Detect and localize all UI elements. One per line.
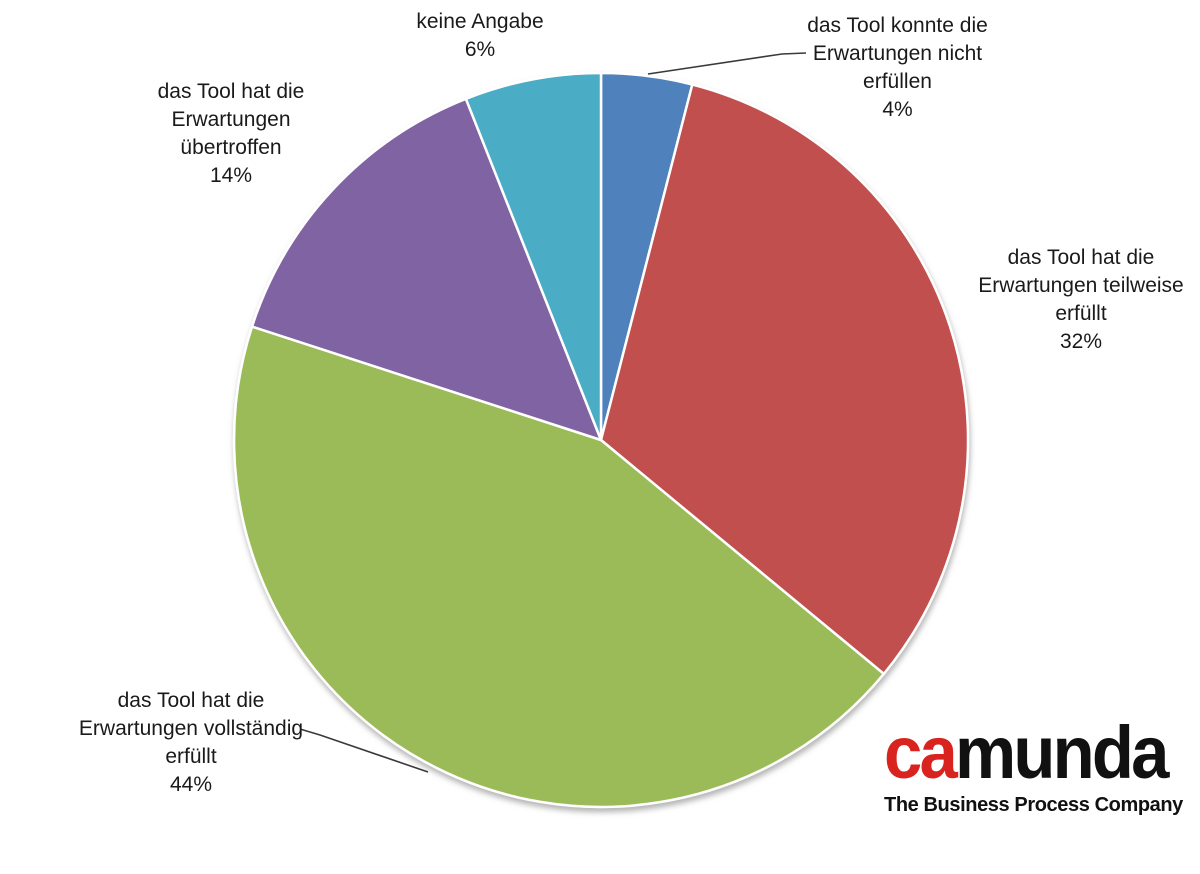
pie-slice-3: [250, 97, 603, 442]
slice-label-line: erfüllen: [863, 70, 932, 93]
camunda-logo: camunda The Business Process Company: [884, 716, 1183, 817]
pie-chart: [232, 71, 970, 809]
slice-label-line: das Tool hat die: [1007, 246, 1155, 269]
pie-slice-2: [232, 325, 886, 809]
slice-label-keine-angabe: keine Angabe 6%: [385, 8, 575, 64]
slice-label-line: Erwartungen teilweise: [978, 274, 1184, 297]
leader-line-nicht-erfuellt: [647, 52, 807, 75]
slice-label-vollstaendig-erfuellt: das Tool hat die Erwartungen vollständig…: [64, 687, 318, 799]
slice-label-line: das Tool konnte die: [807, 14, 988, 37]
camunda-tagline: The Business Process Company: [884, 794, 1183, 816]
slice-label-line: Erwartungen nicht: [812, 42, 983, 65]
leader-line-vollstaendig-erfuellt: [299, 728, 429, 773]
pie-slice-1: [599, 83, 970, 676]
slice-label-pct: 32%: [1059, 330, 1103, 353]
slice-label-line: Erwartungen vollständig: [78, 717, 304, 740]
slice-label-line: das Tool hat die: [157, 80, 305, 103]
slice-label-line: erfüllt: [165, 745, 217, 768]
slice-label-line: keine Angabe: [416, 10, 544, 33]
slice-label-line: übertroffen: [180, 136, 282, 159]
slice-label-teilweise-erfuellt: das Tool hat die Erwartungen teilweise e…: [966, 244, 1196, 356]
camunda-wordmark: camunda: [884, 716, 1169, 790]
slice-label-pct: 14%: [209, 164, 253, 187]
slice-label-line: das Tool hat die: [117, 689, 265, 712]
slice-label-pct: 6%: [464, 38, 496, 61]
pie-slice-4: [464, 71, 603, 442]
camunda-wordmark-black: munda: [954, 711, 1169, 794]
slice-label-nicht-erfuellt: das Tool konnte die Erwartungen nicht er…: [795, 12, 1000, 124]
slice-label-uebertroffen: das Tool hat die Erwartungen übertroffen…: [128, 78, 334, 190]
slice-label-pct: 4%: [882, 98, 913, 121]
slice-label-line: erfüllt: [1055, 302, 1107, 325]
slice-label-pct: 44%: [169, 773, 213, 796]
slice-label-line: Erwartungen: [171, 108, 291, 131]
camunda-wordmark-red: ca: [884, 711, 958, 794]
